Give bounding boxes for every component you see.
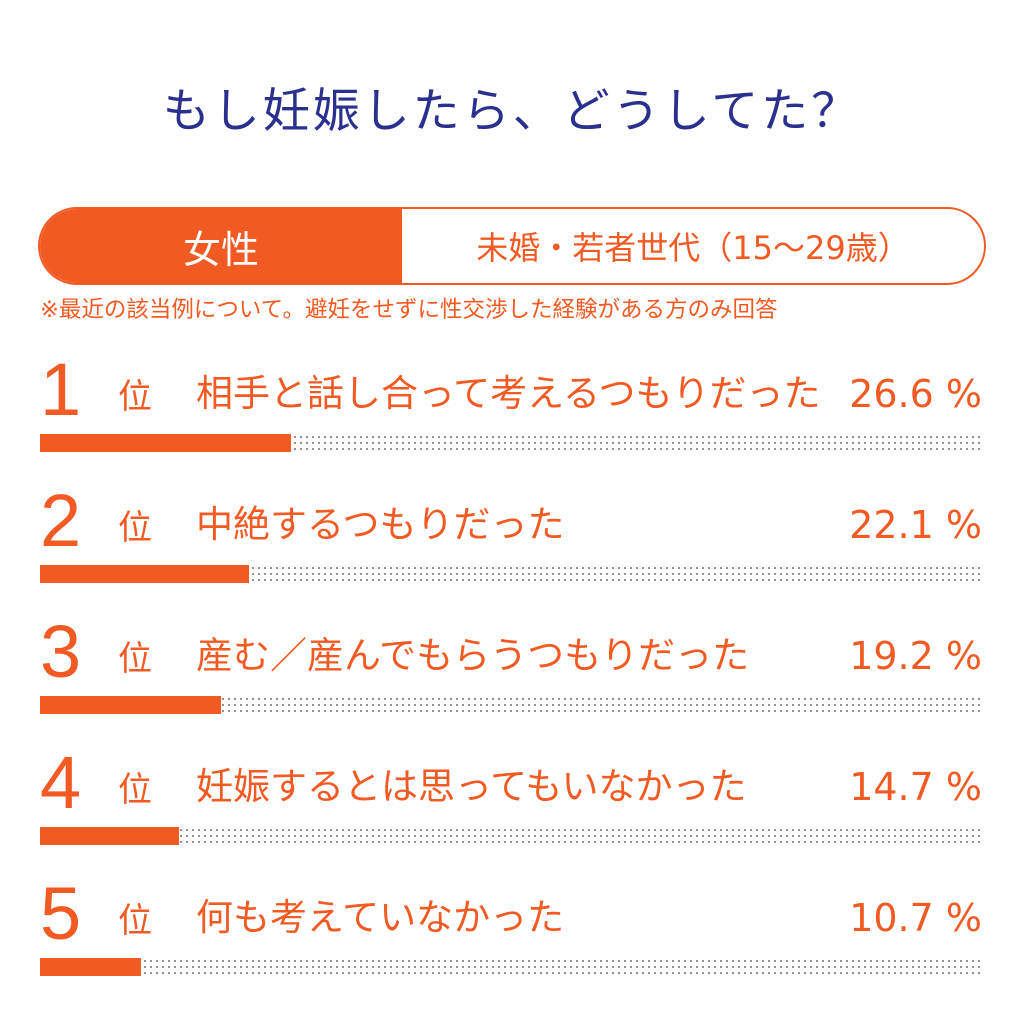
bar <box>40 434 291 452</box>
category-label: 何も考えていなかった <box>196 896 565 939</box>
rank-number: 3 <box>40 610 82 693</box>
rank-number: 2 <box>40 479 82 562</box>
rank-number: 1 <box>40 348 82 431</box>
rank-suffix: 位 <box>118 770 152 810</box>
category-label: 相手と話し合って考えるつもりだった <box>196 372 821 415</box>
bar-track <box>40 696 984 714</box>
segment-badge: 女性 未婚・若者世代（15〜29歳） <box>38 207 986 285</box>
gender-label: 女性 <box>40 209 402 283</box>
ranking-row: 5 位 何も考えていなかった 10.7 % <box>0 874 1024 1006</box>
ranking-row: 4 位 妊娠するとは思ってもいなかった 14.7 % <box>0 743 1024 875</box>
value-label: 10.7 % <box>849 896 982 940</box>
bar-track <box>40 827 984 845</box>
category-label: 妊娠するとは思ってもいなかった <box>196 765 747 808</box>
rank-suffix: 位 <box>118 901 152 941</box>
ranking-row: 3 位 産む／産んでもらうつもりだった 19.2 % <box>0 612 1024 744</box>
ranking-row: 1 位 相手と話し合って考えるつもりだった 26.6 % <box>0 350 1024 482</box>
footnote: ※最近の該当例について。避妊をせずに性交渉した経験がある方のみ回答 <box>40 297 778 323</box>
rank-number: 4 <box>40 741 82 824</box>
bar <box>40 565 249 583</box>
bar <box>40 827 179 845</box>
rank-suffix: 位 <box>118 377 152 417</box>
category-label: 産む／産んでもらうつもりだった <box>196 634 750 677</box>
ranking-row: 2 位 中絶するつもりだった 22.1 % <box>0 481 1024 613</box>
value-label: 26.6 % <box>849 372 982 416</box>
bar <box>40 958 141 976</box>
segment-label: 未婚・若者世代（15〜29歳） <box>476 229 910 267</box>
rank-number: 5 <box>40 872 82 955</box>
bar-track <box>40 565 984 583</box>
rank-suffix: 位 <box>118 639 152 679</box>
rank-suffix: 位 <box>118 508 152 548</box>
chart-title: もし妊娠したら、どうしてた？ <box>162 84 862 139</box>
value-label: 19.2 % <box>849 634 982 678</box>
bar <box>40 696 221 714</box>
category-label: 中絶するつもりだった <box>196 503 565 546</box>
value-label: 22.1 % <box>849 503 982 547</box>
value-label: 14.7 % <box>849 765 982 809</box>
bar-track <box>40 958 984 976</box>
